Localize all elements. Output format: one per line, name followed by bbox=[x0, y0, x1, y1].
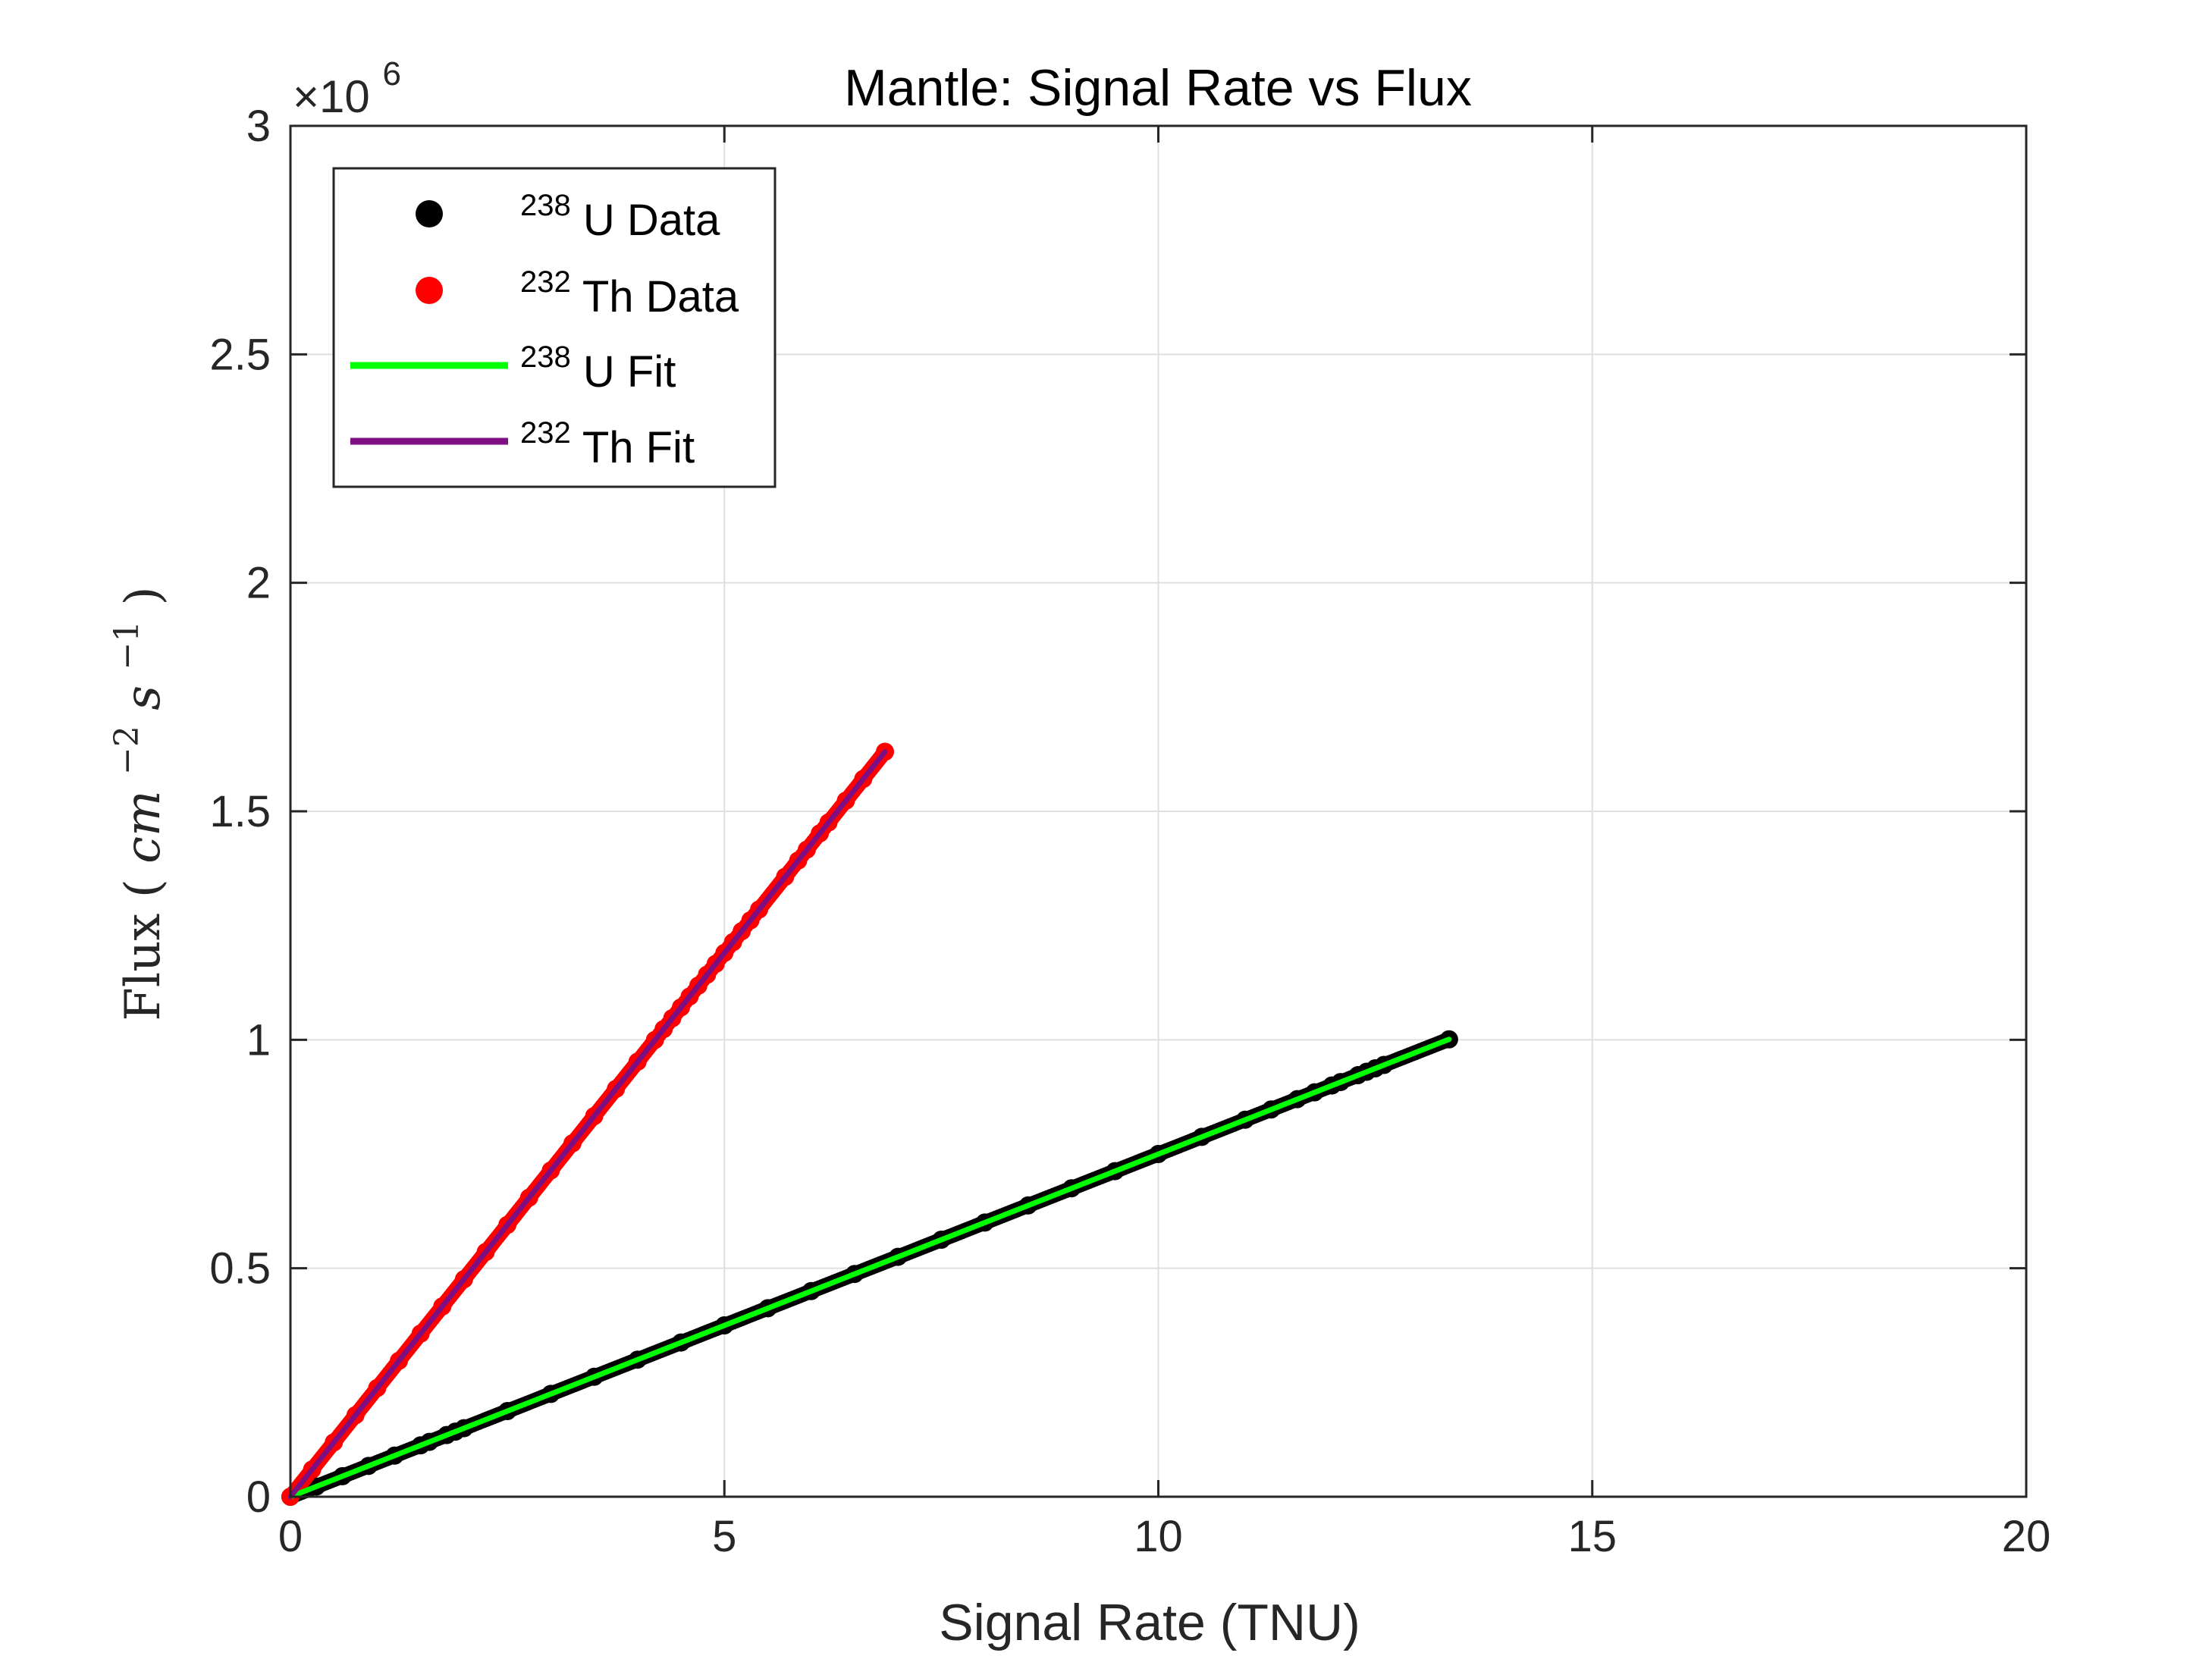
y-axis-label-open-paren: ( bbox=[115, 879, 171, 898]
x-tick-label: 10 bbox=[1134, 1512, 1183, 1561]
y-tick-label: 2 bbox=[246, 559, 271, 608]
legend-label-th-fit: Th Fit bbox=[582, 423, 695, 472]
legend-label-u-fit: U Fit bbox=[583, 347, 676, 397]
series-u-fit bbox=[287, 1036, 1452, 1500]
x-tick-label: 20 bbox=[2002, 1512, 2051, 1561]
legend-box bbox=[332, 167, 777, 488]
series-th-fit bbox=[287, 748, 888, 1500]
legend-label-th-data: Th Data bbox=[582, 272, 739, 321]
legend-entry-th-fit: 232 Th Fit bbox=[520, 403, 695, 472]
y-axis-label-unit-exp1: −2 bbox=[108, 726, 146, 775]
legend-isotope-th-fit: 232 bbox=[520, 416, 571, 450]
legend: 238 U Data 232 Th Data 238 U Fit 232 Th … bbox=[332, 167, 777, 488]
legend-label-u-data: U Data bbox=[583, 196, 720, 245]
x-axis-label: Signal Rate (TNU) bbox=[939, 1594, 1360, 1651]
y-axis-label-unit-exp2: −1 bbox=[108, 621, 146, 670]
y-axis-label-unit-base1: cm bbox=[115, 790, 171, 864]
y-axis-exponent-prefix: ×10 bbox=[293, 71, 370, 122]
y-axis-label: Flux ( cm −2 s −1 ) bbox=[94, 586, 171, 1021]
x-tick-label: 15 bbox=[1567, 1512, 1617, 1561]
y-tick-label: 0.5 bbox=[209, 1244, 271, 1294]
legend-isotope-u-data: 238 bbox=[520, 189, 571, 222]
y-axis-exponent-power: 6 bbox=[382, 55, 400, 93]
y-axis-label-close-paren: ) bbox=[115, 586, 171, 605]
y-tick-label: 2.5 bbox=[209, 330, 271, 379]
legend-marker-th-data bbox=[416, 277, 443, 304]
axis-ticks bbox=[289, 124, 2028, 1498]
y-tick-label: 3 bbox=[246, 102, 271, 151]
axis-tick-labels: 0 5 10 15 20 0 0.5 1 1.5 2 2.5 3 bbox=[209, 102, 2050, 1561]
y-tick-label: 1.5 bbox=[209, 787, 271, 836]
legend-isotope-th-data: 232 bbox=[520, 265, 571, 299]
y-axis-label-text: Flux bbox=[115, 913, 171, 1021]
y-axis-exponent: ×10 6 bbox=[293, 55, 401, 122]
series-layer bbox=[281, 742, 1458, 1506]
legend-entry-u-fit: 238 U Fit bbox=[520, 328, 676, 397]
legend-marker-u-data bbox=[416, 200, 443, 227]
fit-line bbox=[287, 748, 888, 1500]
x-tick-label: 5 bbox=[712, 1512, 736, 1561]
legend-entry-u-data: 238 U Data bbox=[520, 176, 720, 245]
y-axis-label-unit-base2: s bbox=[115, 685, 171, 710]
legend-entry-th-data: 232 Th Data bbox=[520, 252, 739, 321]
chart-title: Mantle: Signal Rate vs Flux bbox=[844, 59, 1472, 117]
legend-isotope-u-fit: 238 bbox=[520, 340, 571, 374]
y-tick-label: 0 bbox=[246, 1472, 271, 1522]
fit-line bbox=[287, 1036, 1452, 1500]
y-tick-label: 1 bbox=[246, 1015, 271, 1065]
x-tick-label: 0 bbox=[278, 1512, 303, 1561]
